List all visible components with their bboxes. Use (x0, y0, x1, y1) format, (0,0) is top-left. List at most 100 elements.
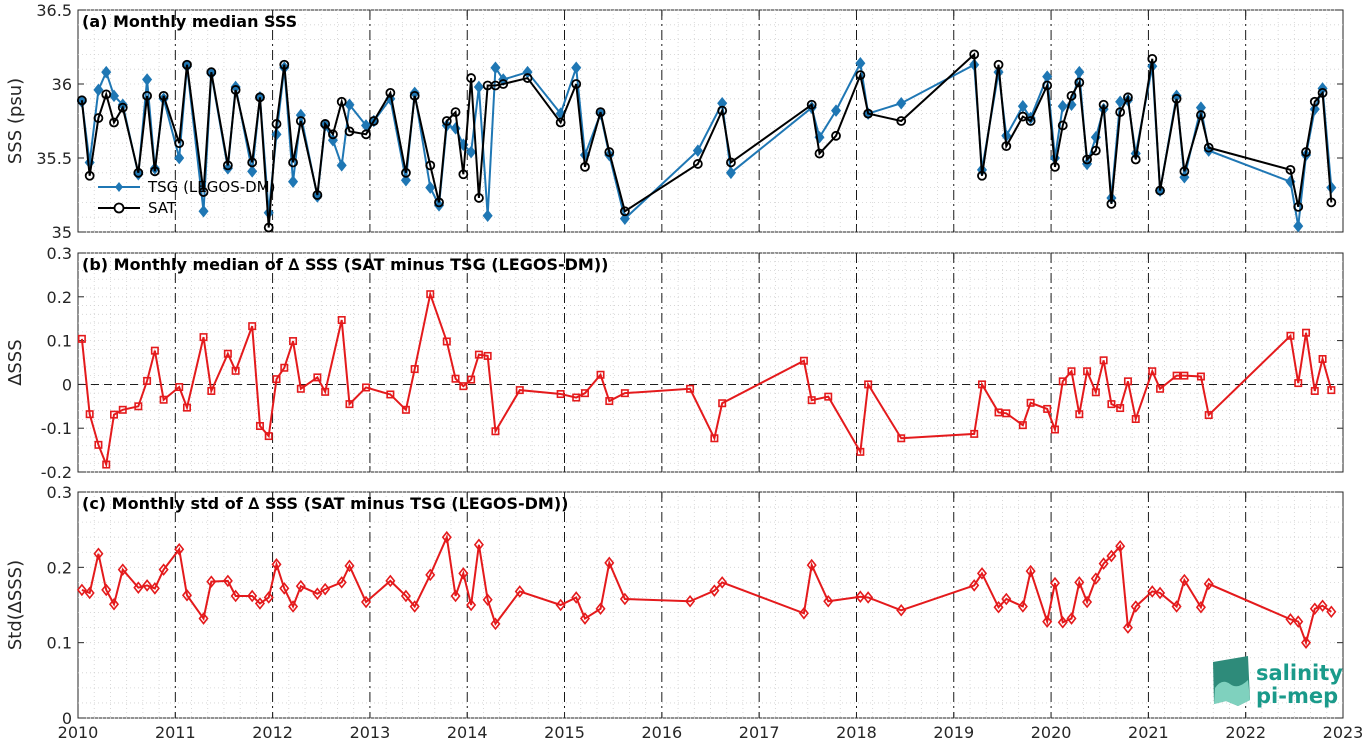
data-point (320, 582, 331, 596)
data-point (1203, 142, 1214, 153)
data-point (1099, 356, 1108, 365)
x-tick-label: 2014 (447, 723, 488, 742)
data-point (1074, 576, 1085, 589)
data-point (571, 61, 582, 75)
data-point (94, 440, 103, 449)
data-point (222, 160, 233, 171)
data-point (1171, 93, 1182, 104)
data-point (361, 595, 372, 609)
data-point (1082, 154, 1092, 165)
data-point (466, 598, 477, 612)
x-tick-label: 2019 (933, 723, 974, 742)
salinity-pi-mep-logo: salinity pi-mep (1213, 656, 1343, 708)
legend-tsg-label: TSG (LEGOS-DM) (147, 178, 275, 196)
data-point (814, 148, 825, 159)
data-point (247, 157, 258, 168)
data-point (198, 204, 209, 218)
data-point (409, 90, 420, 101)
data-point (474, 193, 484, 203)
data-point (142, 90, 152, 101)
y-tick-label: 0 (62, 375, 72, 394)
x-tick-label: 2023 (1323, 723, 1364, 742)
data-point (279, 59, 290, 70)
data-point (1098, 557, 1109, 570)
data-point (580, 161, 590, 172)
data-point (482, 593, 493, 607)
data-point (1043, 404, 1052, 413)
data-point (1326, 605, 1337, 619)
data-point (619, 206, 630, 217)
data-point (182, 403, 191, 412)
data-point (1017, 99, 1028, 113)
data-point (993, 600, 1004, 614)
data-point (1067, 367, 1076, 376)
x-tick-label: 2020 (1031, 723, 1072, 742)
data-point (458, 567, 469, 580)
data-point (1025, 116, 1036, 126)
data-point (206, 575, 217, 588)
series-line (80, 290, 1333, 469)
data-point (409, 600, 420, 613)
data-point (271, 558, 282, 571)
data-point (110, 410, 119, 419)
data-point (864, 380, 873, 389)
data-point (344, 98, 355, 112)
data-point (76, 95, 87, 106)
panel-a-series (76, 49, 1337, 233)
data-point (483, 351, 492, 360)
data-point (1098, 99, 1109, 110)
x-tick-label: 2017 (739, 723, 780, 742)
x-tick-label: 2016 (641, 723, 682, 742)
data-point (1050, 161, 1060, 172)
y-tick-label: 0.3 (47, 483, 72, 502)
y-tick-label: 36.5 (36, 1, 72, 20)
data-point (491, 427, 500, 436)
data-point (1285, 613, 1296, 626)
data-point (1147, 53, 1158, 64)
data-point (515, 386, 524, 395)
data-point (222, 162, 233, 175)
data-point (580, 389, 589, 398)
data-point (467, 375, 476, 384)
data-point (1310, 386, 1319, 395)
data-point (1083, 367, 1092, 376)
data-point (1116, 404, 1125, 413)
data-point (1115, 95, 1126, 109)
panel-a: 35 35.5 36 36.5 (a) Monthly median SSS SSS … (5, 1, 1344, 242)
data-point (556, 390, 565, 399)
data-point (482, 209, 493, 223)
data-point (425, 568, 436, 582)
y-tick-label: 0.1 (47, 332, 72, 351)
data-point (1058, 377, 1067, 386)
data-point (1148, 367, 1157, 376)
legend-sat-label: SAT (148, 199, 177, 217)
data-point (175, 383, 184, 392)
data-point (158, 90, 169, 101)
data-point (685, 594, 696, 608)
data-point (142, 579, 153, 592)
data-point (1042, 615, 1053, 628)
data-point (831, 104, 842, 117)
data-point (288, 157, 298, 168)
panel-b-grid (78, 252, 1343, 473)
data-point (336, 576, 347, 589)
data-point (450, 107, 461, 118)
panel-a-grid (78, 9, 1343, 233)
data-point (579, 612, 590, 625)
data-point (1026, 398, 1035, 407)
data-point (174, 151, 185, 165)
x-tick-label: 2022 (1225, 723, 1266, 742)
data-point (1203, 577, 1214, 591)
y-tick-label: 0.2 (47, 288, 72, 307)
data-point (1050, 425, 1059, 434)
data-point (1294, 379, 1303, 388)
data-point (514, 585, 525, 598)
data-point (345, 400, 354, 409)
data-point (1196, 110, 1206, 120)
data-point (76, 583, 87, 597)
panel-b-title: (b) Monthly median of ∆ SSS (SAT minus T… (82, 255, 608, 274)
data-point (1115, 107, 1126, 118)
data-point (295, 579, 306, 593)
data-point (1293, 219, 1304, 233)
data-point (466, 145, 477, 159)
